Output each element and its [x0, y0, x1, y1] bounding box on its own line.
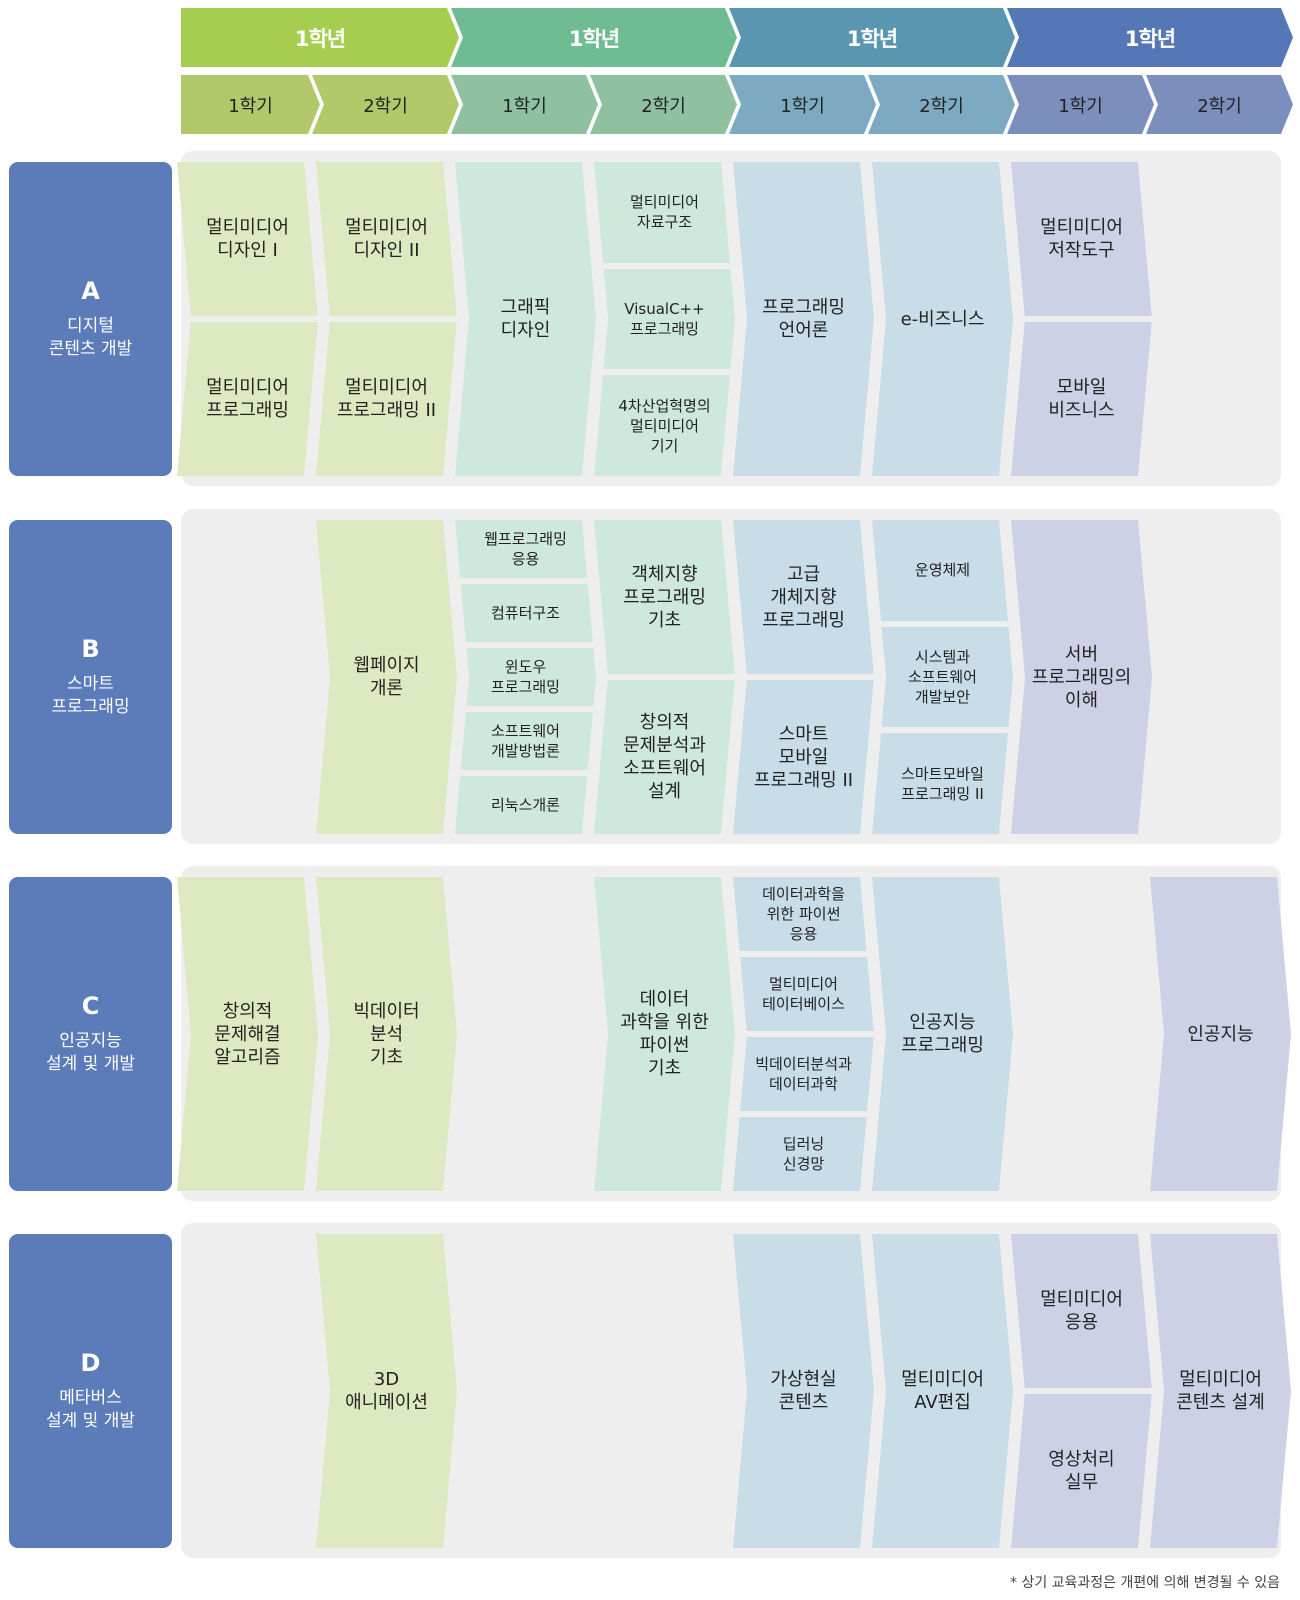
course-item: 멀티미디어 AV편집: [872, 1234, 1013, 1548]
course-item: 딥러닝 신경망: [733, 1117, 874, 1191]
course-item: 멀티미디어 콘텐츠 설계: [1150, 1234, 1291, 1548]
course-block: 멀티미디어 디자인 II 멀티미디어 프로그래밍 II: [316, 162, 457, 476]
semester-header: 1학기: [1007, 75, 1154, 134]
course-block: 데이터과학을 위한 파이썬 응용 멀티미디어 테이터베이스 빅데이터분석과 데이터과…: [733, 877, 874, 1191]
section-name: 인공지능 설계 및 개발: [45, 1031, 135, 1074]
course-item: 창의적 문제해결 알고리즘: [177, 877, 318, 1191]
course-item: 멀티미디어 테이터베이스: [733, 957, 874, 1031]
course-block: 가상현실 콘텐츠: [733, 1234, 874, 1548]
course-item: 멀티미디어 프로그래밍: [177, 322, 318, 476]
section-name: 스마트 프로그래밍: [51, 674, 130, 717]
course-item: 운영체제: [872, 520, 1013, 621]
semester-header: 2학기: [1146, 75, 1293, 134]
year-header: 1학년: [181, 8, 459, 67]
section-label: C 인공지능 설계 및 개발: [9, 877, 172, 1191]
course-block: 멀티미디어 AV편집: [872, 1234, 1013, 1548]
section-label: D 메타버스 설계 및 개발: [9, 1234, 172, 1548]
course-block: 멀티미디어 콘텐츠 설계: [1150, 1234, 1291, 1548]
course-block: 서버 프로그래밍의 이해: [1011, 520, 1152, 834]
course-block: 멀티미디어 응용 영상처리 실무: [1011, 1234, 1152, 1548]
course-item: 윈도우 프로그래밍: [455, 648, 596, 706]
course-block: 객체지향 프로그래밍 기초 창의적 문제분석과 소프트웨어 설계: [594, 520, 735, 834]
course-item: 고급 개체지향 프로그래밍: [733, 520, 874, 674]
course-item: 서버 프로그래밍의 이해: [1011, 520, 1152, 834]
course-item: 리눅스개론: [455, 776, 596, 834]
course-item: 컴퓨터구조: [455, 584, 596, 642]
course-item: 데이터 과학을 위한 파이썬 기초: [594, 877, 735, 1191]
course-block: 웹페이지 개론: [316, 520, 457, 834]
course-block: 프로그래밍 언어론: [733, 162, 874, 476]
course-item: 창의적 문제분석과 소프트웨어 설계: [594, 680, 735, 834]
semester-header: 1학기: [451, 75, 598, 134]
course-item: 멀티미디어 응용: [1011, 1234, 1152, 1388]
course-item: 웹프로그래밍 응용: [455, 520, 596, 578]
course-item: e-비즈니스: [872, 162, 1013, 476]
course-item: 스마트 모바일 프로그래밍 II: [733, 680, 874, 834]
course-item: 3D 애니메이션: [316, 1234, 457, 1548]
course-block: 3D 애니메이션: [316, 1234, 457, 1548]
section-label: B 스마트 프로그래밍: [9, 520, 172, 834]
course-block: 창의적 문제해결 알고리즘: [177, 877, 318, 1191]
course-item: 객체지향 프로그래밍 기초: [594, 520, 735, 674]
section-letter: C: [81, 992, 100, 1020]
course-item: 멀티미디어 프로그래밍 II: [316, 322, 457, 476]
year-header: 1학년: [451, 8, 737, 67]
section-name: 디지털 콘텐츠 개발: [48, 316, 133, 359]
course-block: 멀티미디어 저작도구 모바일 비즈니스: [1011, 162, 1152, 476]
semester-header: 1학기: [729, 75, 876, 134]
course-block: 운영체제 시스템과 소프트웨어 개발보안 스마트모바일 프로그래밍 II: [872, 520, 1013, 834]
course-item: 4차산업혁명의 멀티미디어 기기: [594, 375, 735, 476]
course-block: 고급 개체지향 프로그래밍 스마트 모바일 프로그래밍 II: [733, 520, 874, 834]
course-item: 시스템과 소프트웨어 개발보안: [872, 627, 1013, 728]
semester-header: 2학기: [590, 75, 737, 134]
section-label: A 디지털 콘텐츠 개발: [9, 162, 172, 476]
course-item: 영상처리 실무: [1011, 1394, 1152, 1548]
course-item: 데이터과학을 위한 파이썬 응용: [733, 877, 874, 951]
course-item: 멀티미디어 디자인 II: [316, 162, 457, 316]
course-block: 인공지능 프로그래밍: [872, 877, 1013, 1191]
footnote: * 상기 교육과정은 개편에 의해 변경될 수 있음: [1010, 1575, 1280, 1591]
year-header: 1학년: [729, 8, 1015, 67]
course-item: 빅데이터 분석 기초: [316, 877, 457, 1191]
course-block: 그래픽 디자인: [455, 162, 596, 476]
semester-header: 2학기: [868, 75, 1015, 134]
course-item: 멀티미디어 저작도구: [1011, 162, 1152, 316]
course-block: 멀티미디어 디자인 I 멀티미디어 프로그래밍: [177, 162, 318, 476]
course-item: VisualC++ 프로그래밍: [594, 269, 735, 370]
semester-header: 1학기: [181, 75, 320, 134]
course-item: 스마트모바일 프로그래밍 II: [872, 733, 1013, 834]
course-item: 멀티미디어 디자인 I: [177, 162, 318, 316]
section-letter: B: [81, 635, 100, 663]
section-letter: A: [81, 277, 100, 305]
course-block: 멀티미디어 자료구조 VisualC++ 프로그래밍 4차산업혁명의 멀티미디어 기…: [594, 162, 735, 476]
course-item: 웹페이지 개론: [316, 520, 457, 834]
section-letter: D: [80, 1349, 101, 1377]
year-header: 1학년: [1007, 8, 1293, 67]
course-item: 인공지능: [1150, 877, 1291, 1191]
course-item: 소프트웨어 개발방법론: [455, 712, 596, 770]
course-item: 프로그래밍 언어론: [733, 162, 874, 476]
section-name: 메타버스 설계 및 개발: [45, 1388, 135, 1431]
course-item: 빅데이터분석과 데이터과학: [733, 1037, 874, 1111]
semester-header: 2학기: [312, 75, 459, 134]
course-item: 그래픽 디자인: [455, 162, 596, 476]
course-item: 멀티미디어 자료구조: [594, 162, 735, 263]
course-item: 모바일 비즈니스: [1011, 322, 1152, 476]
course-item: 가상현실 콘텐츠: [733, 1234, 874, 1548]
course-block: e-비즈니스: [872, 162, 1013, 476]
course-block: 인공지능: [1150, 877, 1291, 1191]
course-block: 데이터 과학을 위한 파이썬 기초: [594, 877, 735, 1191]
course-block: 빅데이터 분석 기초: [316, 877, 457, 1191]
course-item: 인공지능 프로그래밍: [872, 877, 1013, 1191]
